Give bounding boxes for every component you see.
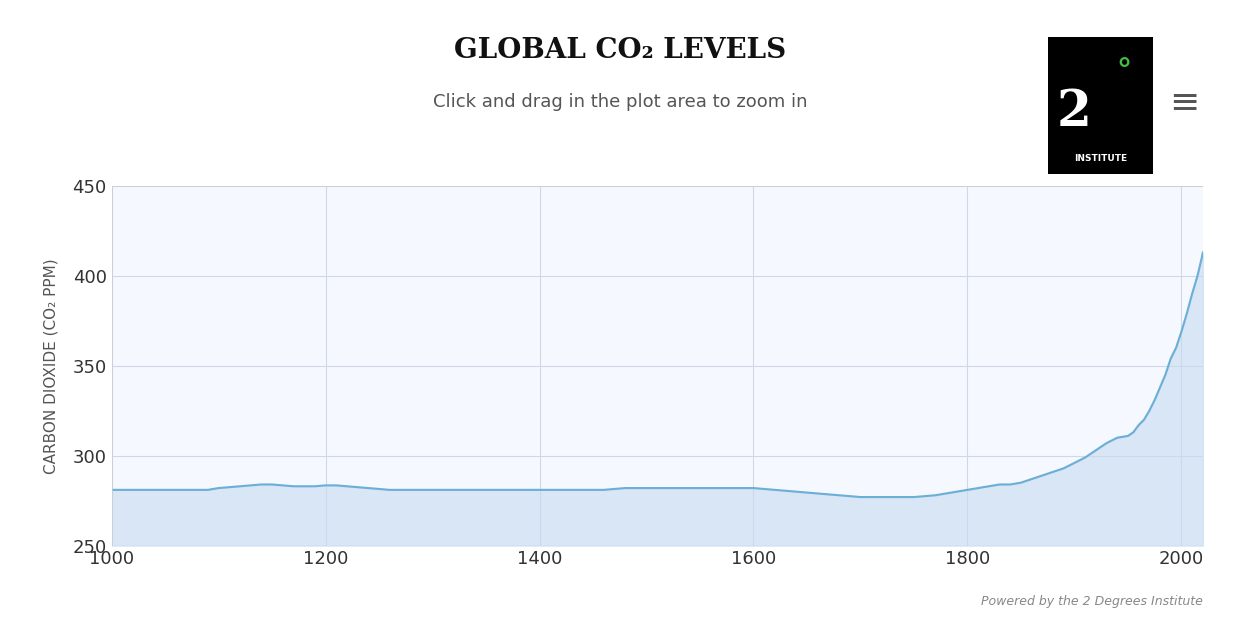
Text: GLOBAL CO₂ LEVELS: GLOBAL CO₂ LEVELS xyxy=(454,37,786,64)
Bar xyxy=(112,186,1203,546)
Text: Click and drag in the plot area to zoom in: Click and drag in the plot area to zoom … xyxy=(433,93,807,111)
Text: 2: 2 xyxy=(1056,87,1091,137)
Text: ≡: ≡ xyxy=(1169,86,1199,119)
Text: Powered by the 2 Degrees Institute: Powered by the 2 Degrees Institute xyxy=(981,595,1203,608)
Y-axis label: CARBON DIOXIDE (CO₂ PPM): CARBON DIOXIDE (CO₂ PPM) xyxy=(43,258,58,474)
Text: °: ° xyxy=(1116,57,1131,86)
Text: INSTITUTE: INSTITUTE xyxy=(1074,154,1127,162)
